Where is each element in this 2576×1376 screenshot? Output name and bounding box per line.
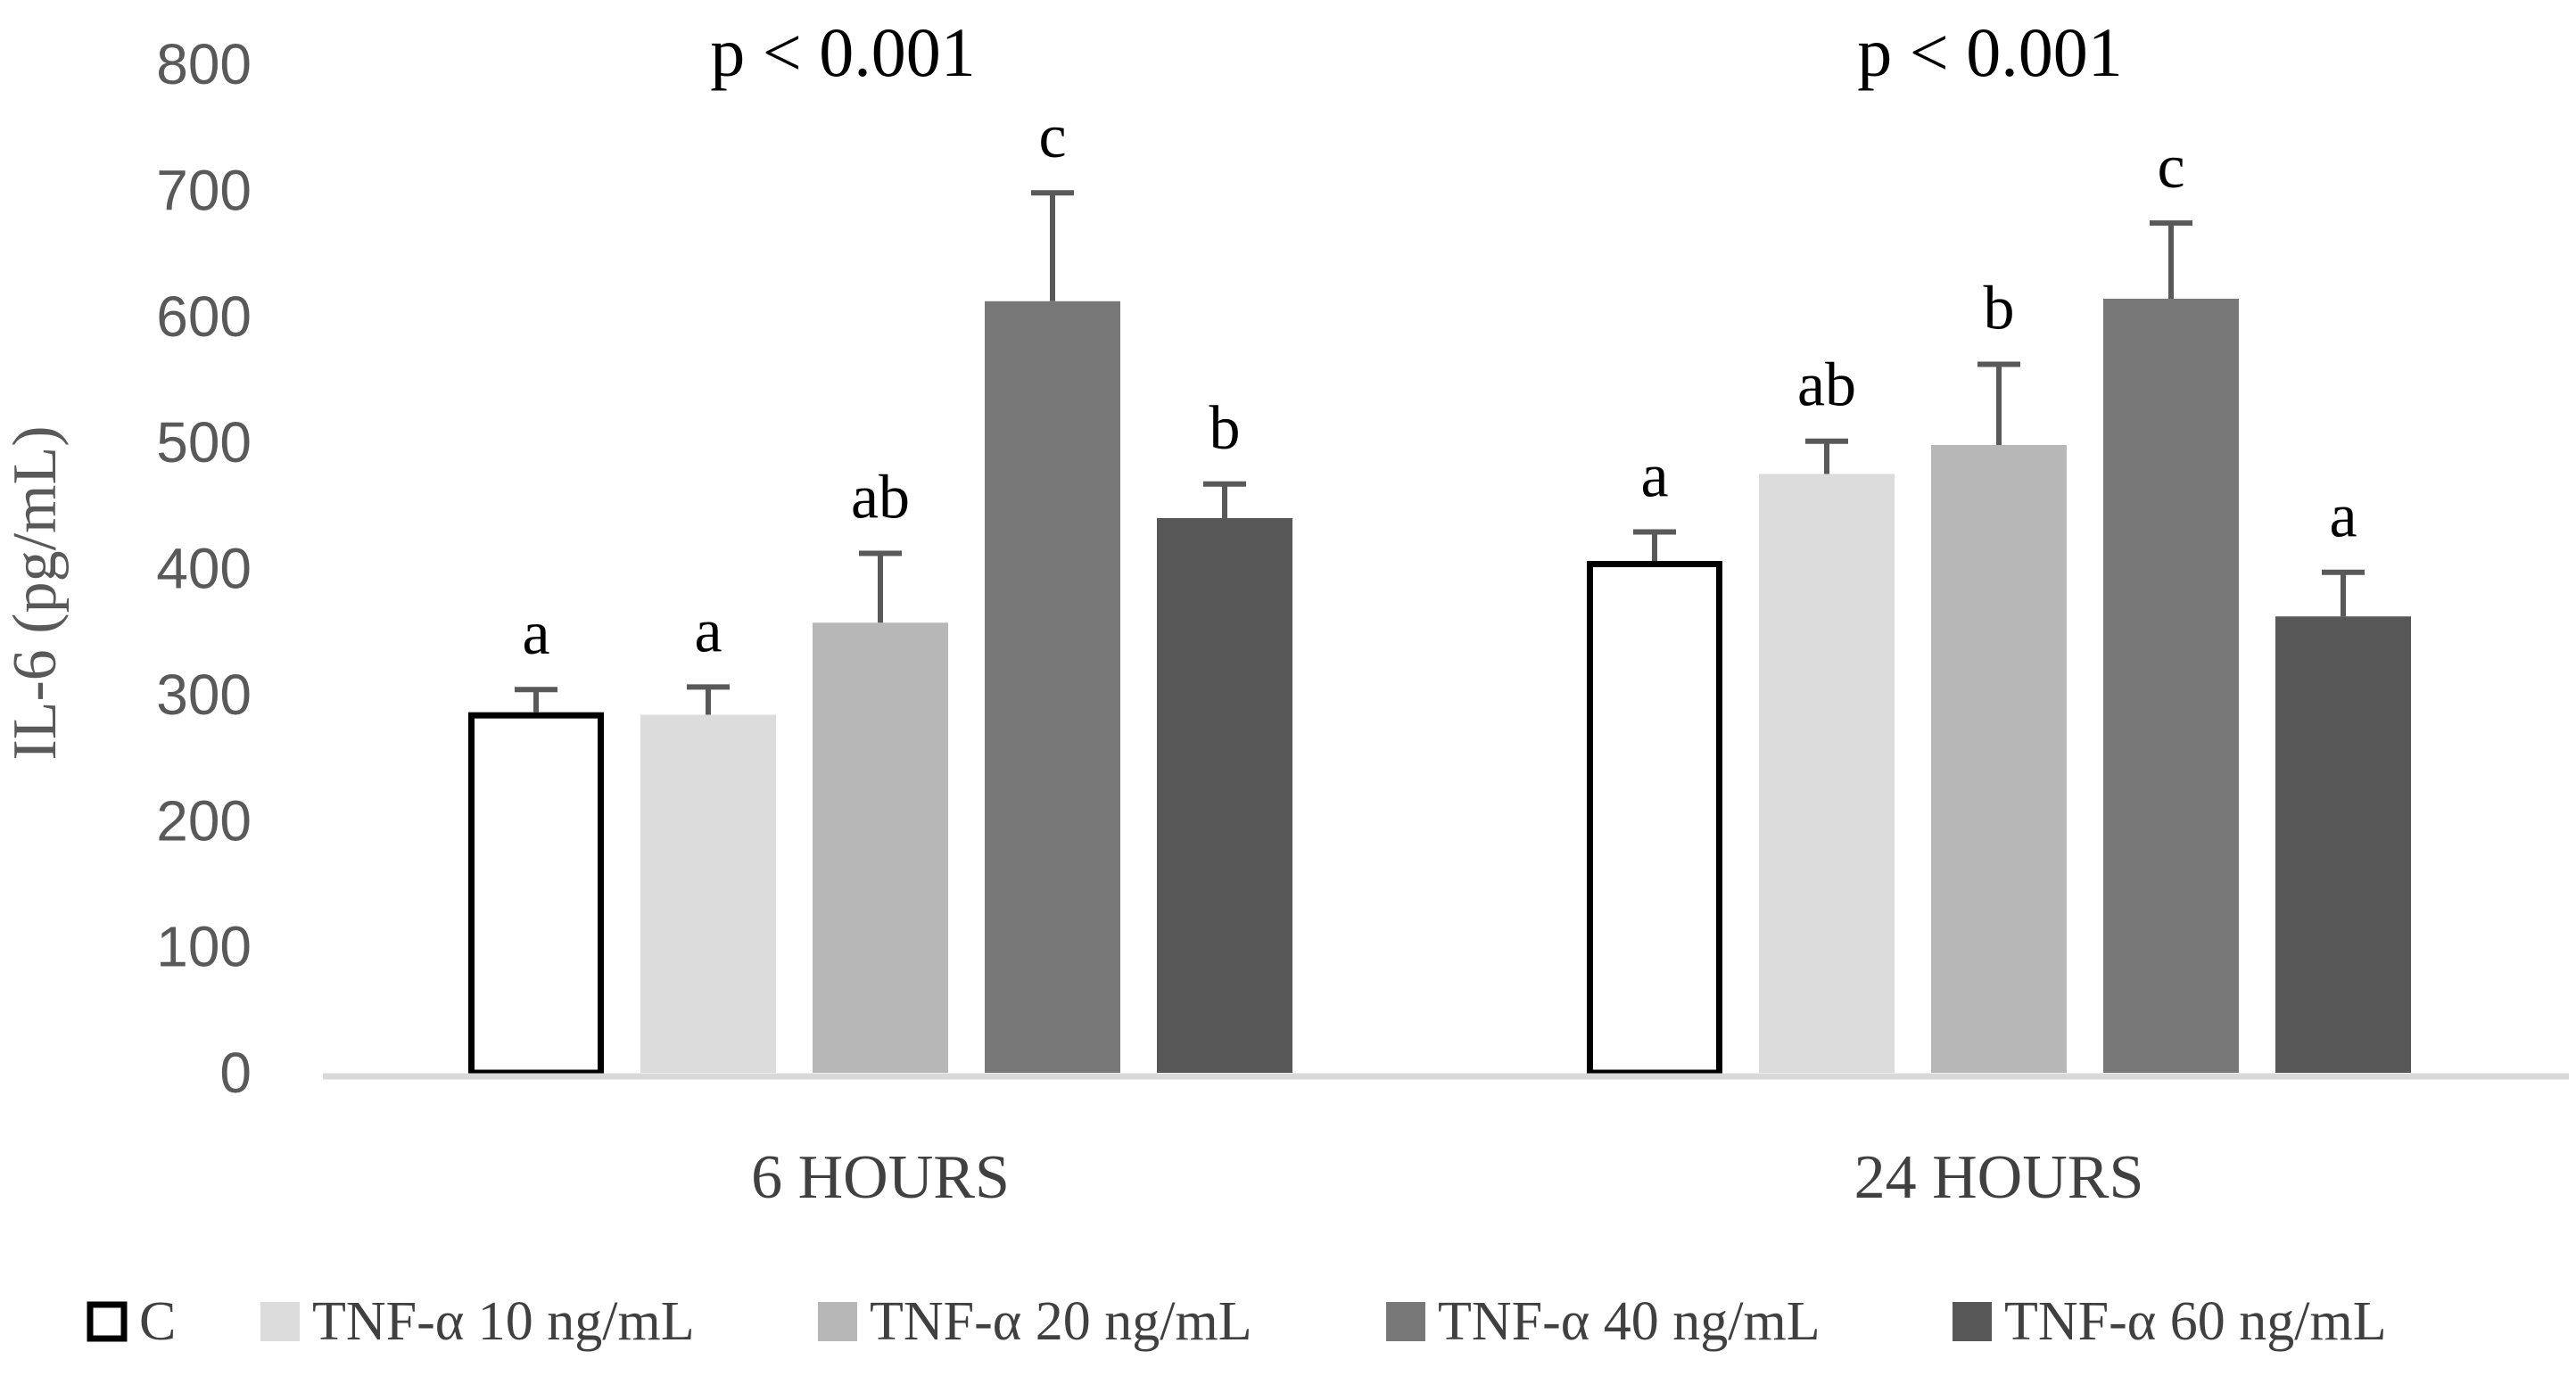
y-tick-label: 800: [156, 32, 252, 96]
significance-letter: a: [522, 599, 549, 668]
y-tick-label: 300: [156, 663, 252, 727]
legend-label: TNF-α 20 ng/mL: [870, 1291, 1252, 1352]
x-category-label: 24 HOURS: [1854, 1143, 2144, 1212]
y-tick-label: 600: [156, 284, 252, 349]
error-bar: [1805, 438, 1848, 474]
x-axis-categories: 6 HOURS 24 HOURS: [751, 1143, 2143, 1212]
significance-letter: c: [2157, 133, 2184, 202]
bars: [468, 298, 2411, 1076]
error-bar: [687, 684, 730, 715]
bar: [2103, 298, 2239, 1073]
legend-swatch: [87, 1301, 128, 1342]
y-tick-label: 100: [156, 915, 252, 979]
significance-letter: a: [1640, 442, 1668, 511]
bar: [1931, 444, 2067, 1073]
bar: [1759, 474, 1895, 1073]
legend-swatch: [260, 1302, 300, 1341]
legend-item: TNF-α 40 ng/mL: [1386, 1291, 1821, 1352]
bar: [2275, 616, 2411, 1073]
y-tick-label: 200: [156, 788, 252, 853]
significance-letter: a: [2329, 482, 2357, 551]
error-bar: [2150, 220, 2192, 299]
p-value-label: p < 0.001: [1857, 13, 2123, 91]
bar: [468, 712, 604, 1076]
legend-item: TNF-α 20 ng/mL: [818, 1291, 1252, 1352]
significance-letters: a a a ab ab b c c b a: [522, 103, 2357, 668]
error-bar: [1203, 481, 1246, 518]
y-tick-label: 500: [156, 410, 252, 474]
p-value-label: p < 0.001: [710, 13, 976, 91]
error-bar: [1031, 190, 1074, 301]
significance-letter: ab: [851, 464, 910, 532]
legend-label: C: [139, 1291, 176, 1352]
error-bar: [515, 687, 557, 713]
error-bar: [859, 550, 902, 623]
significance-letter: a: [694, 597, 722, 665]
y-axis-ticks: 0 100 200 300 400 500 600 700 800: [156, 32, 252, 1105]
legend-item: TNF-α 60 ng/mL: [1953, 1291, 2387, 1352]
error-bar: [1977, 361, 2020, 445]
significance-letter: c: [1038, 103, 1066, 171]
legend-label: TNF-α 40 ng/mL: [1438, 1291, 1821, 1352]
bar: [813, 622, 948, 1073]
legend-swatch: [1953, 1302, 1992, 1341]
legend-swatch: [818, 1302, 857, 1341]
bar: [1587, 561, 1722, 1076]
legend-item: C: [87, 1291, 176, 1352]
x-category-label: 6 HOURS: [751, 1143, 1010, 1212]
error-bar: [1633, 529, 1676, 562]
significance-letter: b: [1210, 394, 1241, 463]
legend-item: TNF-α 10 ng/mL: [260, 1291, 695, 1352]
legend-label: TNF-α 60 ng/mL: [2004, 1291, 2387, 1352]
p-value-labels: p < 0.001 p < 0.001: [710, 13, 2123, 91]
y-tick-label: 0: [219, 1041, 252, 1105]
significance-letter: ab: [1797, 351, 1856, 420]
legend-swatch: [1386, 1302, 1425, 1341]
bar: [1157, 517, 1292, 1073]
error-bars: [515, 190, 2365, 715]
significance-letter: b: [1984, 274, 2015, 342]
y-tick-label: 700: [156, 158, 252, 222]
y-tick-label: 400: [156, 537, 252, 601]
legend: C TNF-α 10 ng/mL TNF-α 20 ng/mL TNF-α 40 ng…: [87, 1291, 2387, 1352]
bar: [640, 714, 776, 1073]
legend-label: TNF-α 10 ng/mL: [312, 1291, 695, 1352]
bar: [985, 301, 1120, 1073]
error-bar: [2322, 569, 2365, 617]
y-axis-title: IL-6 (pg/mL): [1, 425, 70, 760]
